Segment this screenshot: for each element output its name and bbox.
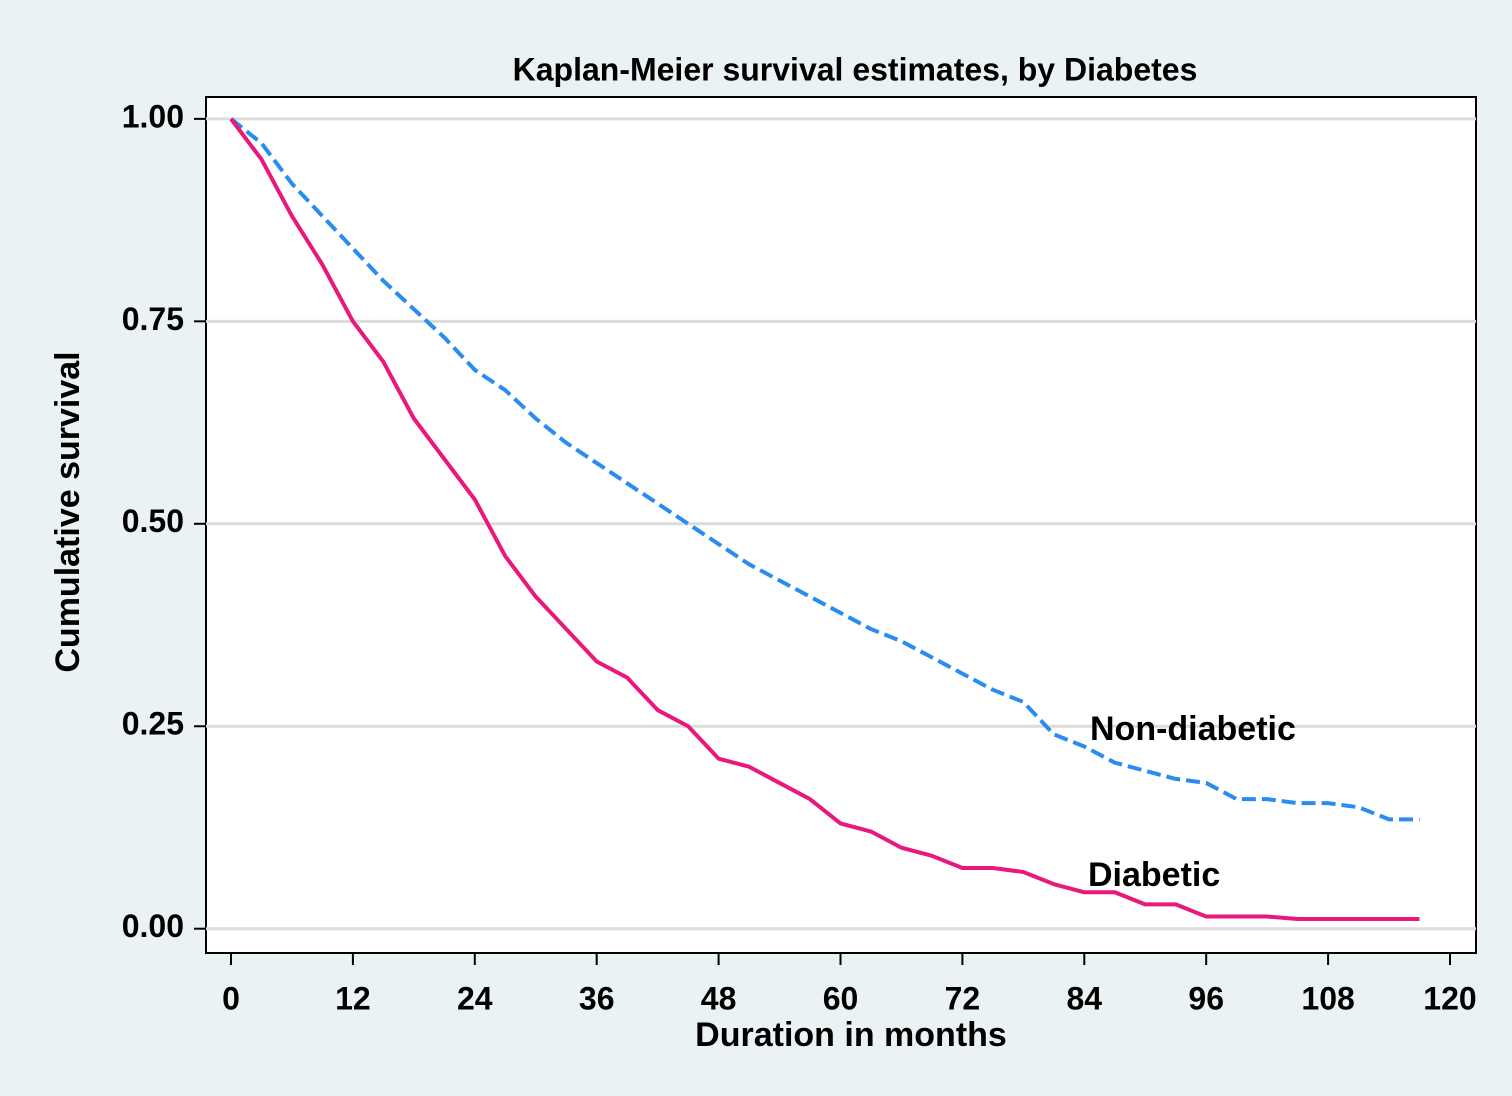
series-line xyxy=(229,117,1420,921)
x-tick-label: 96 xyxy=(1188,980,1224,1016)
x-tick-label: 24 xyxy=(457,980,493,1016)
x-tick-label: 60 xyxy=(823,980,859,1016)
x-axis-label: Duration in months xyxy=(695,1016,1007,1054)
y-axis-label: Cumulative survival xyxy=(49,351,87,672)
series-line xyxy=(229,117,1420,822)
x-tick-label: 0 xyxy=(222,980,240,1016)
chart-title: Kaplan-Meier survival estimates, by Diab… xyxy=(513,51,1198,87)
x-tick-label: 12 xyxy=(335,980,371,1016)
x-tick-label: 108 xyxy=(1301,980,1354,1016)
grid xyxy=(206,117,1476,931)
x-tick-label: 84 xyxy=(1066,980,1102,1016)
y-tick-label: 1.00 xyxy=(122,98,184,134)
x-tick-label: 36 xyxy=(579,980,615,1016)
x-tick-label: 48 xyxy=(701,980,737,1016)
y-tick-label: 0.00 xyxy=(122,908,184,944)
y-tick-label: 0.50 xyxy=(122,503,184,539)
x-tick-label: 120 xyxy=(1423,980,1476,1016)
series-annotation: Diabetic xyxy=(1088,856,1220,894)
series-annotation: Non-diabetic xyxy=(1090,710,1296,748)
y-tick-label: 0.25 xyxy=(122,706,184,742)
x-tick-label: 72 xyxy=(945,980,981,1016)
y-tick-label: 0.75 xyxy=(122,301,184,337)
lines xyxy=(229,117,1420,921)
